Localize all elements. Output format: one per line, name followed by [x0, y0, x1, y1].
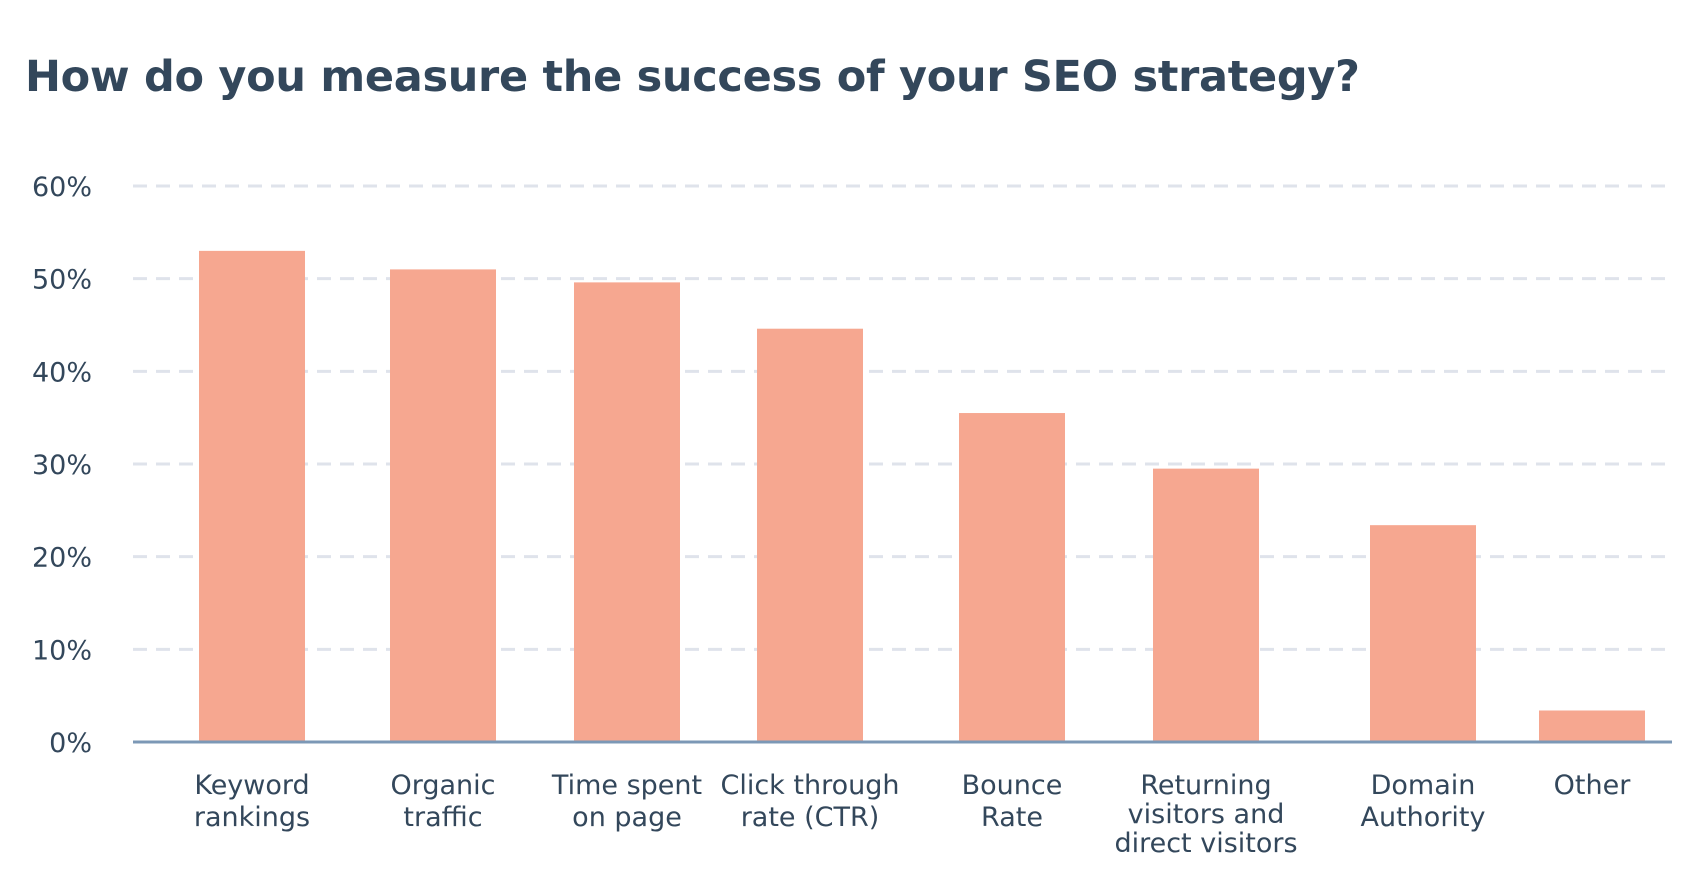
- y-tick-label: 30%: [32, 450, 92, 481]
- x-category-label: Click through rate (CTR): [720, 770, 899, 833]
- x-category-label: Returning visitors and direct visitors: [1114, 770, 1297, 859]
- bar: [1539, 710, 1645, 742]
- bar: [959, 413, 1065, 742]
- gridlines: [133, 184, 1672, 651]
- y-tick-label: 0%: [49, 728, 92, 759]
- y-tick-label: 20%: [32, 543, 92, 574]
- y-tick-label: 60%: [32, 172, 92, 203]
- chart-title: How do you measure the success of your S…: [25, 52, 1360, 102]
- bar: [199, 250, 305, 742]
- y-tick-label: 10%: [32, 635, 92, 666]
- x-category-label: Time spent on page: [551, 770, 702, 833]
- bar: [757, 328, 863, 742]
- bars: [199, 250, 1645, 742]
- x-category-label: Bounce Rate: [962, 770, 1063, 833]
- bar: [1153, 468, 1259, 742]
- y-tick-label: 40%: [32, 357, 92, 388]
- bar: [1370, 525, 1476, 742]
- y-tick-label: 50%: [32, 265, 92, 296]
- bar: [574, 282, 680, 742]
- bar: [390, 269, 496, 742]
- y-axis-ticks: 0% 10% 20% 30% 40% 50% 60%: [32, 172, 92, 759]
- x-category-label: Organic traffic: [390, 770, 495, 833]
- x-category-label: Keyword rankings: [194, 770, 310, 833]
- x-category-label: Domain Authority: [1361, 770, 1486, 833]
- x-category-label: Other: [1554, 770, 1632, 801]
- x-axis-labels: Keyword rankings Organic traffic Time spent o…: [194, 770, 1631, 859]
